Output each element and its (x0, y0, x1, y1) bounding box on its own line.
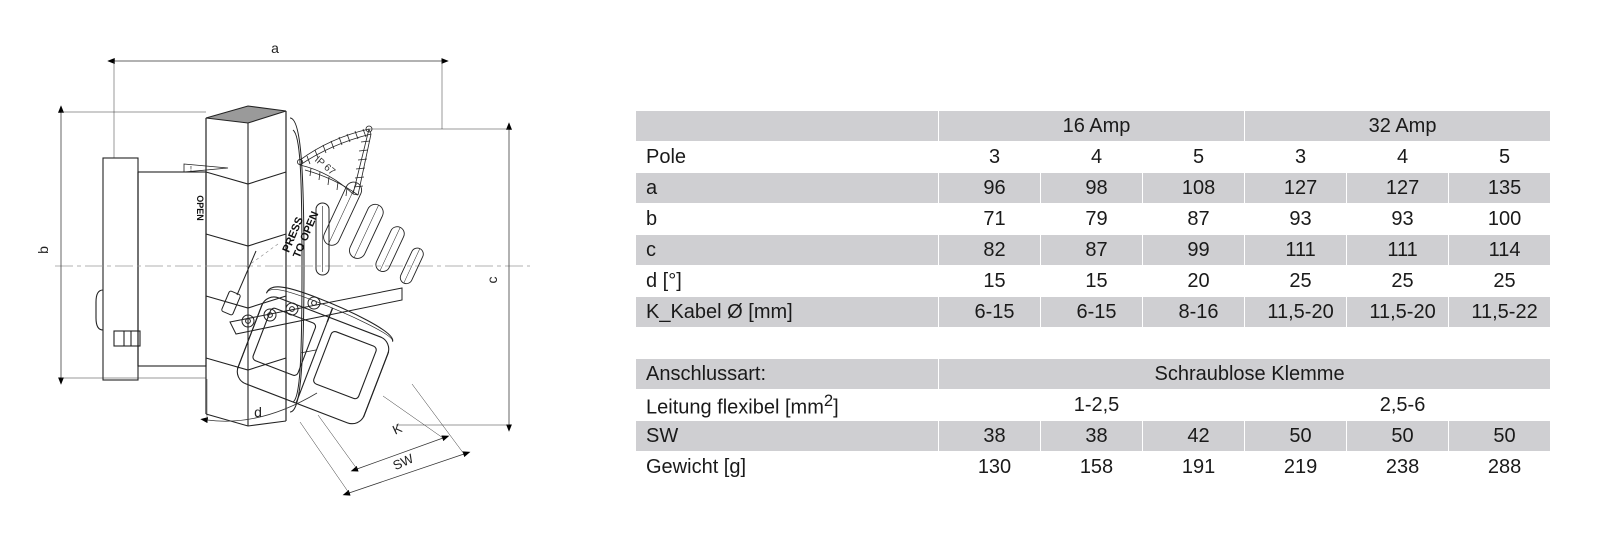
svg-text:a: a (271, 40, 279, 56)
svg-text:K: K (390, 420, 404, 437)
svg-text:c: c (484, 277, 500, 284)
svg-text:b: b (35, 246, 51, 254)
svg-text:d: d (254, 404, 262, 420)
svg-text:OPEN: OPEN (195, 195, 205, 221)
svg-text:IP 67: IP 67 (312, 154, 337, 178)
svg-text:SW: SW (390, 450, 416, 473)
svg-text:!: ! (189, 166, 193, 174)
